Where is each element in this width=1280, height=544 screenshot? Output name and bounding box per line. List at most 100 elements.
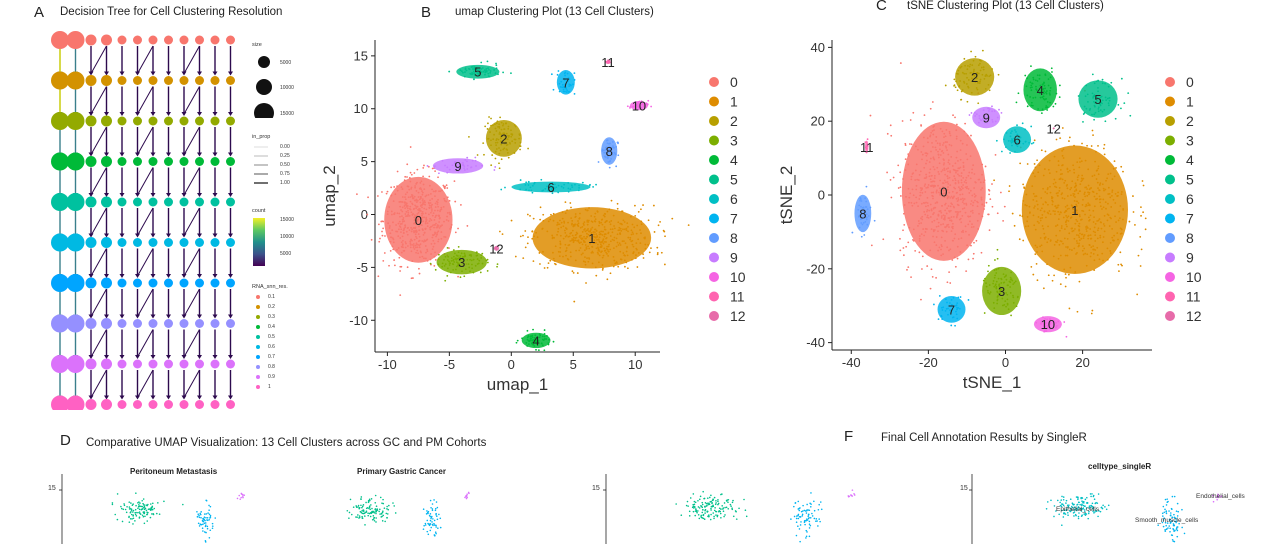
cell-point (1046, 187, 1049, 189)
cell-point (1172, 540, 1175, 542)
cell-point (967, 299, 970, 301)
cell-point (201, 527, 204, 529)
cell-point (413, 222, 415, 225)
cell-point (515, 341, 518, 344)
cell-point (943, 167, 946, 170)
cell-point (578, 184, 580, 187)
cell-point (715, 499, 717, 502)
cell-point (632, 233, 635, 235)
cell-point (1038, 77, 1041, 80)
cell-point (967, 215, 969, 218)
cell-point (815, 518, 818, 520)
cell-point (1056, 499, 1059, 502)
cell-point (502, 148, 505, 151)
cell-point (710, 513, 712, 516)
cell-point (809, 505, 812, 508)
cell-point (500, 135, 502, 138)
cell-point (549, 184, 552, 186)
cell-point (1070, 227, 1073, 230)
cell-point (495, 122, 498, 125)
cell-point (943, 218, 946, 221)
cell-point (989, 74, 992, 77)
cell-point (421, 199, 424, 202)
cell-point (208, 509, 210, 511)
res-legend-label: 0.3 (268, 314, 275, 320)
cell-point (1040, 244, 1043, 247)
cell-point (1095, 501, 1097, 504)
legend-label-2: 2 (730, 113, 738, 129)
cell-point (606, 157, 609, 160)
cell-point (411, 194, 414, 197)
cell-point (529, 339, 532, 341)
cell-point (933, 177, 936, 180)
cell-point (473, 72, 476, 75)
cell-point (862, 221, 865, 224)
cell-point (513, 138, 516, 141)
cell-point (566, 72, 569, 75)
cell-point (954, 169, 957, 172)
cell-point (410, 250, 413, 253)
cell-point (358, 515, 361, 517)
count-legend-title: count (252, 208, 266, 214)
cell-point (448, 70, 451, 73)
cell-point (917, 179, 920, 181)
tree-arrowhead (228, 274, 233, 278)
x-tick-label: -40 (842, 355, 861, 370)
cell-point (363, 515, 366, 517)
cell-point (614, 262, 617, 265)
cell-point (445, 200, 448, 203)
cell-point (402, 232, 405, 234)
cell-point (938, 173, 940, 175)
cell-point (1169, 521, 1172, 524)
cell-point (432, 190, 435, 193)
cell-point (1068, 169, 1071, 172)
cell-point (593, 215, 596, 218)
cell-point (209, 505, 212, 508)
cell-point (547, 343, 550, 346)
cell-point (200, 516, 202, 519)
cell-point (978, 82, 981, 85)
cell-point (399, 294, 402, 297)
cell-point (416, 246, 419, 249)
cell-point (613, 225, 615, 227)
cell-point (960, 185, 963, 188)
cell-point (918, 222, 921, 225)
cell-point (1055, 92, 1058, 95)
cell-point (401, 218, 404, 221)
res-legend-title: RNA_snn_res. (252, 284, 288, 290)
cell-point (1004, 300, 1007, 303)
cell-point (466, 258, 469, 261)
cell-point (583, 241, 585, 243)
cell-point (1103, 230, 1106, 233)
tree-node (85, 399, 97, 410)
cell-point (401, 196, 404, 198)
cell-point (571, 223, 573, 226)
cell-point (1113, 160, 1116, 163)
cell-point (703, 518, 706, 520)
legend-swatch-2 (709, 116, 719, 126)
cell-point (431, 503, 434, 505)
cell-point (955, 216, 958, 219)
cell-point (504, 141, 507, 144)
tree-arrowhead (104, 71, 109, 76)
cell-point (1118, 270, 1120, 272)
res-legend-dot (256, 355, 260, 359)
cell-point (405, 230, 408, 233)
cell-point (369, 515, 372, 518)
cell-point (468, 135, 470, 138)
cell-point (1084, 511, 1086, 513)
cell-point (1052, 255, 1055, 258)
cluster-label: 7 (948, 302, 955, 317)
cell-point (1102, 504, 1104, 507)
cell-point (1111, 191, 1114, 193)
cell-point (914, 169, 917, 172)
y-tick-label: 15 (960, 485, 968, 492)
cell-point (1142, 184, 1145, 187)
cell-point (906, 268, 908, 271)
cell-point (644, 247, 647, 250)
cell-point (1074, 196, 1076, 198)
cell-point (543, 335, 546, 338)
cell-point (1098, 198, 1101, 201)
legend-label-3: 3 (1186, 133, 1194, 149)
legend-swatch-12 (709, 311, 719, 321)
